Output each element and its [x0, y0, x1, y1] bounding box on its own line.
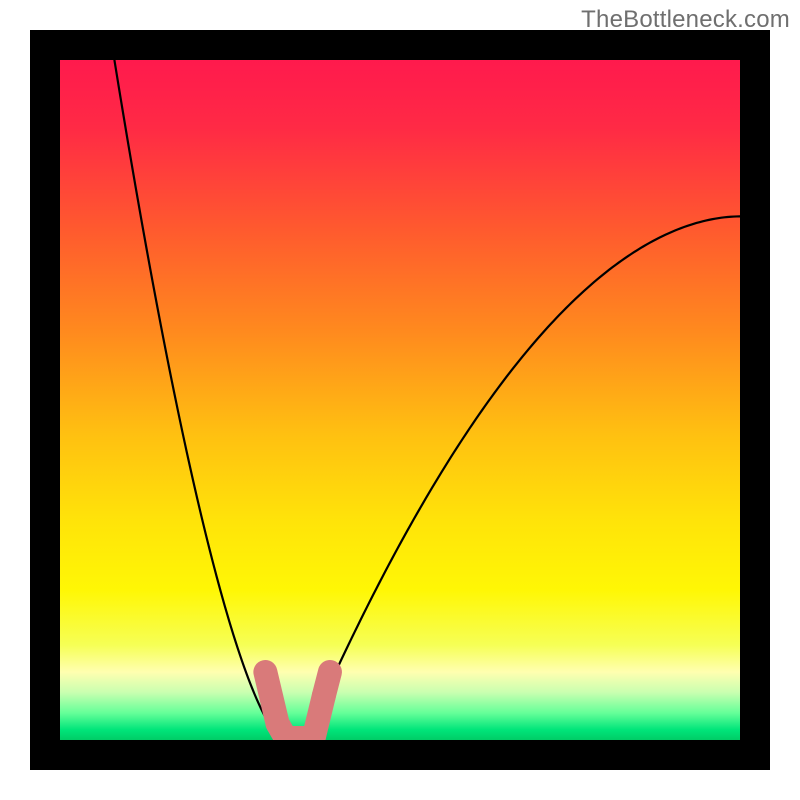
right-margin: [770, 0, 800, 800]
bottleneck-chart: [0, 0, 800, 800]
bottom-margin: [0, 770, 800, 800]
watermark-text: TheBottleneck.com: [581, 6, 790, 34]
chart-stage: TheBottleneck.com: [0, 0, 800, 800]
left-margin: [0, 0, 30, 800]
plot-background: [60, 60, 740, 740]
